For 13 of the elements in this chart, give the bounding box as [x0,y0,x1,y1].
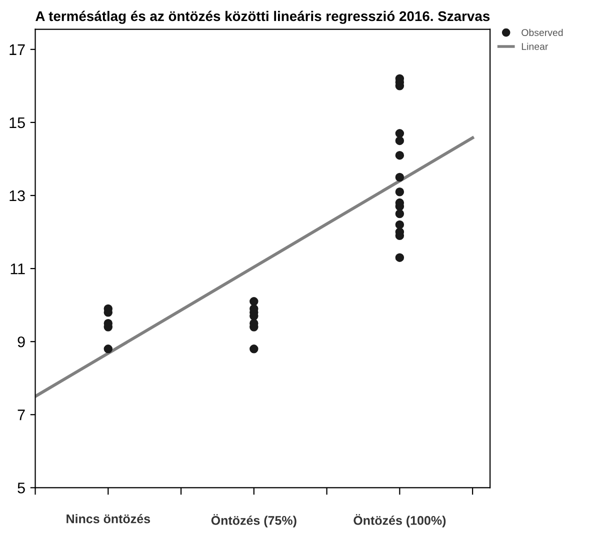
y-tick-label: 7 [18,410,25,420]
y-tick-label: 17 [10,44,25,55]
x-tick-label: Öntözés (100%) [354,514,446,528]
x-tick-label: Nincs öntözés [66,514,150,524]
y-tick-label: 13 [10,190,25,202]
y-tick-label: 15 [10,117,25,128]
x-tick-label: Öntözés (75%) [211,514,296,528]
y-tick-label: 9 [18,336,25,348]
chart-title: A termésátlag és az öntözés közötti lineáris regresszió 2016. Szarvas [36,10,490,24]
legend-label: Observed [522,28,563,36]
y-tick-label: 5 [18,482,25,494]
legend-label: Linear [522,42,548,50]
y-tick-label: 11 [10,264,25,274]
